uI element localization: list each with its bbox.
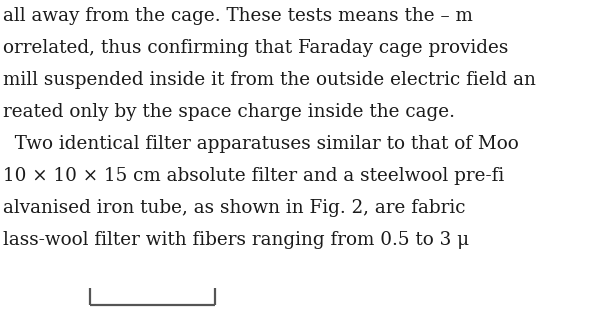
Text: mill suspended inside it from the outside electric field an: mill suspended inside it from the outsid… [3, 71, 536, 89]
Text: reated only by the space charge inside the cage.: reated only by the space charge inside t… [3, 103, 455, 121]
Text: lass-wool filter with fibers ranging from 0.5 to 3 μ: lass-wool filter with fibers ranging fro… [3, 231, 469, 249]
Text: alvanised iron tube, as shown in Fig. 2, are fabric: alvanised iron tube, as shown in Fig. 2,… [3, 199, 466, 217]
Text: orrelated, thus confirming that Faraday cage provides: orrelated, thus confirming that Faraday … [3, 39, 509, 57]
Text: Two identical filter apparatuses similar to that of Moo: Two identical filter apparatuses similar… [3, 135, 518, 153]
Text: all away from the cage. These tests means the – m: all away from the cage. These tests mean… [3, 7, 473, 25]
Text: 10 × 10 × 15 cm absolute filter and a steelwool pre-fi: 10 × 10 × 15 cm absolute filter and a st… [3, 167, 504, 185]
